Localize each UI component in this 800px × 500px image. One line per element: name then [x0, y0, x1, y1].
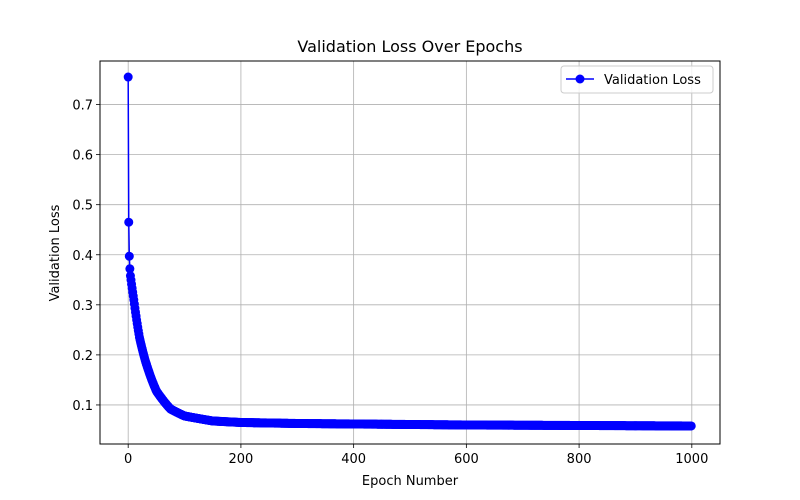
x-tick-label: 1000 [675, 452, 708, 467]
legend-box [560, 65, 714, 94]
y-tick-label: 0.2 [72, 349, 93, 364]
y-tick-label: 0.6 [72, 149, 93, 164]
y-tick-label: 0.3 [72, 299, 93, 314]
data-point [124, 251, 134, 261]
y-tick-label: 0.5 [72, 199, 93, 214]
y-tick-label: 0.1 [72, 399, 93, 414]
legend: Validation Loss [560, 65, 714, 94]
x-axis-label: Epoch Number [362, 474, 459, 489]
data-point [123, 72, 133, 82]
x-ticks: 0 200 400 600 800 1000 [124, 444, 708, 467]
x-tick-label: 0 [124, 452, 132, 467]
series-line-path [127, 77, 692, 427]
y-tick-label: 0.7 [72, 99, 93, 114]
legend-marker [575, 74, 585, 84]
y-tick-label: 0.4 [72, 249, 93, 264]
series-line [127, 77, 692, 427]
x-tick-label: 800 [567, 452, 592, 467]
series-markers [123, 72, 696, 431]
x-tick-label: 600 [454, 452, 479, 467]
grid [100, 61, 720, 444]
y-axis-label: Validation Loss [48, 204, 63, 301]
x-tick-label: 400 [341, 452, 366, 467]
data-point [124, 217, 134, 227]
y-ticks: 0.1 0.2 0.3 0.4 0.5 0.6 0.7 [72, 99, 100, 414]
x-tick-label: 200 [228, 452, 253, 467]
legend-entry-validation-loss: Validation Loss [604, 73, 701, 88]
plot-frame [99, 60, 721, 445]
data-point [125, 264, 135, 274]
data-point [686, 421, 696, 431]
chart-title: Validation Loss Over Epochs [297, 37, 522, 56]
